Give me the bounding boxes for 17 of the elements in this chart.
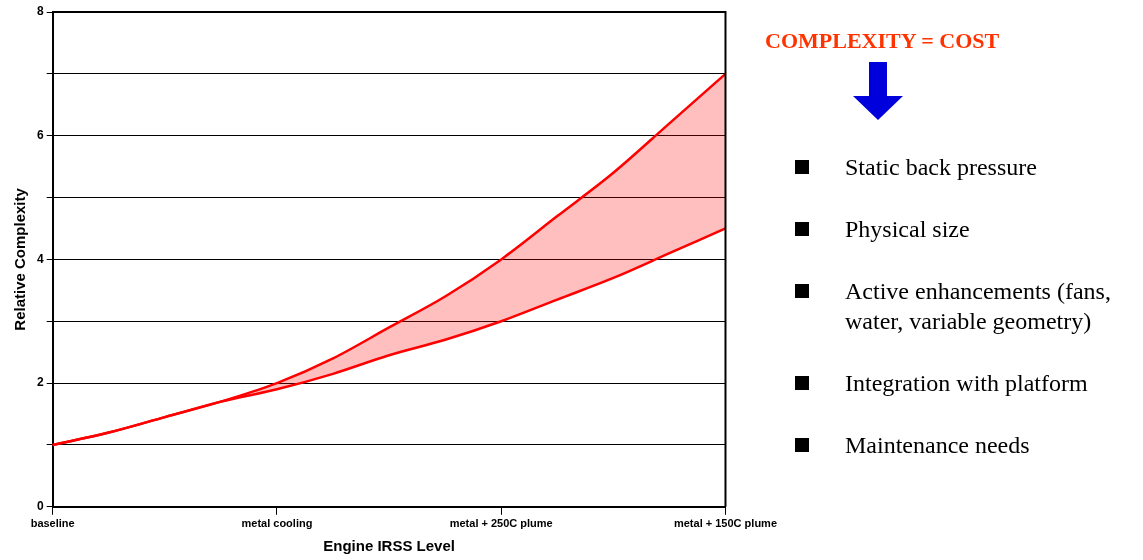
x-tick-label: baseline (30, 517, 75, 530)
x-tick-label: metal + 150C plume (673, 517, 778, 530)
text: Maintenance needs (845, 431, 1030, 460)
y-tick-label: 4 (36, 251, 44, 266)
text: Static back pressure (845, 153, 1037, 182)
text: COMPLEXITY = COST (765, 28, 1001, 54)
y-axis-title: Relative Complexity (11, 187, 29, 331)
text: Physical size (845, 215, 970, 244)
text: Integration with platform (845, 369, 1088, 398)
x-axis-title: Engine IRSS Level (323, 537, 455, 555)
text: Active enhancements (fans, water, variable geometry) (845, 277, 1112, 336)
y-tick-label: 0 (36, 499, 44, 514)
y-tick-label: 2 (36, 375, 44, 390)
y-tick-label: 8 (36, 4, 44, 19)
x-tick-label: metal cooling (241, 517, 313, 530)
x-tick-label: metal + 250C plume (449, 517, 553, 530)
y-tick-label: 6 (36, 128, 44, 143)
